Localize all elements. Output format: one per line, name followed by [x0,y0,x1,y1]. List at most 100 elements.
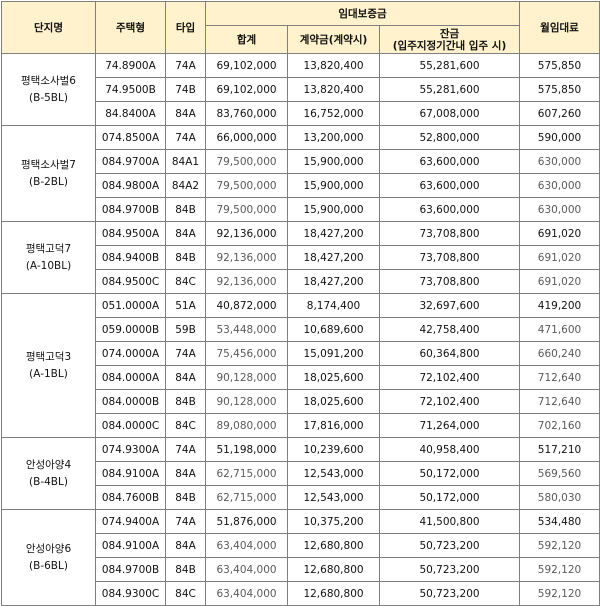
complex-block: (A-1BL) [29,367,68,380]
total-cell: 75,456,000 [205,341,288,366]
balance-cell: 52,800,000 [379,125,520,150]
complex-name: 평택고덕3 [25,350,72,363]
unit-type-cell: 84B [165,197,206,222]
total-cell: 69,102,000 [205,53,288,78]
monthly-rent-cell: 691,020 [519,269,600,294]
complex-name-cell: 평택고덕7 (A-10BL) [1,221,96,294]
contract-cell: 15,900,000 [287,173,380,198]
monthly-rent-cell: 471,600 [519,317,600,342]
unit-type-cell: 84A [165,101,206,126]
housing-type-cell: 084.9700B [95,197,166,222]
monthly-rent-cell: 580,030 [519,485,600,510]
monthly-rent-cell: 712,640 [519,389,600,414]
table-row: 평택소사벌7 (B-2BL) 074.8500A 74A 66,000,000 13,20… [1,125,600,222]
monthly-rent-cell: 660,240 [519,341,600,366]
monthly-rent-cell: 712,640 [519,365,600,390]
balance-cell: 72,102,400 [379,365,520,390]
housing-type-cell: 059.0000B [95,317,166,342]
table-header: 단지명 주택형 타입 임대보증금 월임대료 합계 계약금(계약시) 잔금 (입주… [1,1,600,54]
monthly-rent-cell: 575,850 [519,53,600,78]
table-body: 평택소사벌6 (B-5BL) 74.8900A 74A 69,102,000 13,820… [1,53,600,606]
unit-type-cell: 51A [165,293,206,318]
monthly-rent-cell: 592,120 [519,557,600,582]
unit-type-cell: 84A [165,533,206,558]
total-cell: 90,128,000 [205,365,288,390]
housing-type-cell: 084.9700B [95,557,166,582]
unit-type-cell: 84C [165,413,206,438]
balance-cell: 60,364,800 [379,341,520,366]
contract-cell: 8,174,400 [287,293,380,318]
complex-name: 안성아양4 [25,458,72,471]
housing-type-cell: 074.9300A [95,437,166,462]
total-cell: 62,715,000 [205,485,288,510]
table-row: 안성아양4 (B-4BL) 074.9300A 74A 51,198,000 10,239… [1,437,600,510]
balance-cell: 50,723,200 [379,581,520,606]
header-balance-line2: (입주지정기간내 입주 시) [392,39,507,52]
table-row: 084.9700A 84A1 79,500,000 15,900,000 63,600,… [2,149,600,174]
housing-type-cell: 084.7600B [95,485,166,510]
header-contract: 계약금(계약시) [287,25,380,54]
balance-cell: 73,708,800 [379,221,520,246]
unit-type-cell: 84B [165,557,206,582]
housing-type-cell: 074.8500A [95,125,166,150]
contract-cell: 18,427,200 [287,221,380,246]
monthly-rent-cell: 630,000 [519,149,600,174]
balance-cell: 55,281,600 [379,53,520,78]
header-housing-type: 주택형 [95,1,166,54]
unit-type-cell: 74B [165,77,206,102]
contract-cell: 12,680,800 [287,557,380,582]
contract-cell: 18,427,200 [287,269,380,294]
contract-cell: 12,680,800 [287,581,380,606]
total-cell: 83,760,000 [205,101,288,126]
balance-cell: 50,172,000 [379,461,520,486]
header-balance: 잔금 (입주지정기간내 입주 시) [379,25,520,54]
unit-type-cell: 74A [165,341,206,366]
monthly-rent-cell: 534,480 [519,509,600,534]
unit-type-cell: 74A [165,509,206,534]
total-cell: 92,136,000 [205,221,288,246]
housing-type-cell: 084.0000B [95,389,166,414]
contract-cell: 13,820,400 [287,53,380,78]
unit-type-cell: 84B [165,389,206,414]
housing-type-cell: 084.9500C [95,269,166,294]
monthly-rent-cell: 607,260 [519,101,600,126]
balance-cell: 67,008,000 [379,101,520,126]
balance-cell: 73,708,800 [379,269,520,294]
complex-block: (B-5BL) [29,91,68,104]
monthly-rent-cell: 592,120 [519,581,600,606]
balance-cell: 72,102,400 [379,389,520,414]
table-row: 74.9500B 74B 69,102,000 13,820,400 55,281,60… [2,77,600,102]
total-cell: 40,872,000 [205,293,288,318]
total-cell: 79,500,000 [205,149,288,174]
housing-type-cell: 084.9100A [95,461,166,486]
total-cell: 89,080,000 [205,413,288,438]
table-row: 059.0000B 59B 53,448,000 10,689,600 42,758,4… [2,317,600,342]
unit-type-cell: 84C [165,269,206,294]
monthly-rent-cell: 569,560 [519,461,600,486]
complex-name-cell: 안성아양6 (B-6BL) [1,509,96,606]
monthly-rent-cell: 419,200 [519,293,600,318]
housing-type-cell: 84.8400A [95,101,166,126]
total-cell: 62,715,000 [205,461,288,486]
unit-type-cell: 84B [165,245,206,270]
housing-type-cell: 084.9800A [95,173,166,198]
housing-type-cell: 74.8900A [95,53,166,78]
contract-cell: 12,543,000 [287,461,380,486]
header-monthly-rent: 월임대료 [519,1,600,54]
unit-type-cell: 84A [165,221,206,246]
complex-name: 평택고덕7 [25,242,72,255]
total-cell: 63,404,000 [205,533,288,558]
unit-type-cell: 84A [165,365,206,390]
contract-cell: 18,025,600 [287,389,380,414]
total-cell: 66,000,000 [205,125,288,150]
contract-cell: 10,239,600 [287,437,380,462]
total-cell: 63,404,000 [205,581,288,606]
housing-type-cell: 074.0000A [95,341,166,366]
table-row: 084.9100A 84A 62,715,000 12,543,000 50,172,0… [2,461,600,486]
contract-cell: 10,689,600 [287,317,380,342]
housing-type-cell: 084.9100A [95,533,166,558]
complex-block: (A-10BL) [25,259,72,272]
table-row: 84.8400A 84A 83,760,000 16,752,000 67,008,00… [2,101,600,126]
table-row: 084.9800A 84A2 79,500,000 15,900,000 63,600,… [2,173,600,198]
table-row: 안성아양6 (B-6BL) 074.9400A 74A 51,876,000 10,375… [1,509,600,606]
